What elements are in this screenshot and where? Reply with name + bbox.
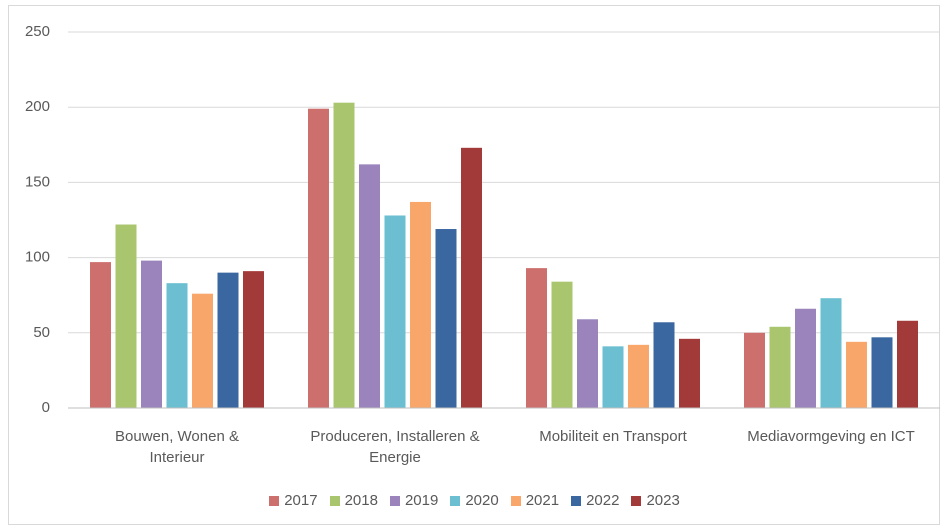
legend-label: 2022 <box>586 492 620 509</box>
bar <box>628 344 649 408</box>
frame <box>8 5 940 525</box>
bar <box>410 201 431 408</box>
bar <box>435 229 457 408</box>
bar <box>526 268 547 408</box>
legend-swatch <box>329 495 340 506</box>
bar <box>577 319 598 408</box>
bar <box>820 298 842 408</box>
y-tick-label: 100 <box>25 249 50 266</box>
bar <box>602 346 624 408</box>
y-tick-label: 200 <box>25 98 50 115</box>
bar <box>90 262 111 408</box>
legend-label: 2017 <box>284 492 318 509</box>
legend-item: 2019 <box>389 492 439 509</box>
y-tick-label: 150 <box>25 173 50 190</box>
bar <box>461 147 482 409</box>
legend-swatch <box>631 495 642 506</box>
legend-item: 2017 <box>269 492 318 509</box>
legend-item: 2018 <box>329 492 378 509</box>
x-tick-label: Mediavormgeving en ICT <box>747 428 915 445</box>
bar <box>308 108 329 408</box>
legend-item: 2023 <box>631 492 680 509</box>
bar <box>871 337 893 408</box>
bar <box>897 320 918 408</box>
legend-item: 2021 <box>510 492 560 509</box>
bar <box>359 164 380 408</box>
x-tick-label: Mobiliteit en Transport <box>539 428 687 445</box>
legend-label: 2020 <box>465 492 499 509</box>
legend-swatch <box>571 495 582 506</box>
bar <box>217 272 239 408</box>
bar <box>333 102 355 409</box>
x-tick-label: Produceren, Installeren & Energie <box>310 428 480 466</box>
legend-swatch <box>389 495 400 506</box>
bar <box>384 215 406 408</box>
bar <box>769 326 791 408</box>
y-tick-label: 50 <box>33 324 50 341</box>
bar <box>679 338 700 408</box>
bar <box>166 283 188 408</box>
bar <box>141 260 162 408</box>
legend-label: 2021 <box>525 492 560 509</box>
bar <box>115 224 137 408</box>
legend-label: 2018 <box>344 492 378 509</box>
bar <box>846 341 867 408</box>
y-tick-label: 250 <box>25 23 50 40</box>
legend-swatch <box>510 495 521 506</box>
bar <box>653 322 675 408</box>
legend-swatch <box>269 495 280 506</box>
bar <box>551 281 573 408</box>
bar <box>795 308 816 408</box>
bar <box>192 293 213 408</box>
y-tick-label: 0 <box>42 399 50 416</box>
bar <box>744 332 765 408</box>
legend-label: 2023 <box>646 492 680 509</box>
legend-item: 2020 <box>450 492 499 509</box>
bar <box>243 271 264 408</box>
legend: 2017 2018 2019 2020 2021 2022 2023 <box>0 492 949 509</box>
legend-label: 2019 <box>404 492 439 509</box>
legend-swatch <box>450 495 461 506</box>
legend-item: 2022 <box>571 492 619 509</box>
x-tick-label: Bouwen, Wonen & Interieur <box>115 428 239 466</box>
